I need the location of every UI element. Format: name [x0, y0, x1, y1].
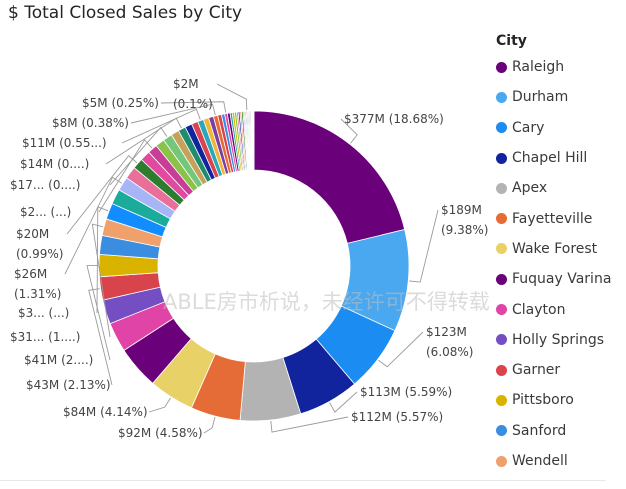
leader-line — [160, 101, 227, 113]
legend: City Raleigh Durham Cary Chapel Hill Apex Fay… — [496, 30, 622, 476]
legend-dot-icon — [496, 364, 507, 376]
data-label: $377M (18.68%) — [344, 112, 444, 126]
donut-slice[interactable] — [253, 110, 406, 244]
legend-item[interactable]: Garner — [496, 355, 622, 385]
legend-item[interactable]: Fuquay Varina — [496, 264, 622, 294]
divider — [0, 480, 606, 481]
legend-item[interactable]: Apex — [496, 173, 622, 203]
legend-title: City — [496, 33, 527, 49]
donut-slice[interactable] — [253, 110, 255, 171]
legend-item[interactable]: Chapel Hill — [496, 143, 622, 173]
leader-line — [329, 391, 358, 413]
leader-line — [203, 416, 216, 434]
data-label: $43M (2.13%) — [26, 378, 111, 392]
legend-label: Holly Springs — [512, 331, 605, 348]
legend-dot-icon — [496, 425, 507, 437]
data-label: $189M (9.38%) — [441, 203, 488, 237]
legend-dot-icon — [496, 304, 507, 316]
data-label: $41M (2....) — [24, 353, 93, 367]
leader-line — [121, 108, 201, 144]
leader-line — [148, 397, 171, 413]
legend-dot-icon — [496, 152, 507, 164]
legend-dot-icon — [496, 182, 507, 194]
leader-line — [378, 331, 424, 368]
data-label: $3... (...) — [18, 306, 69, 320]
legend-item[interactable]: Cary — [496, 113, 622, 143]
data-label: $2... (...) — [20, 205, 71, 219]
leader-line — [409, 209, 439, 283]
data-label: $113M (5.59%) — [360, 385, 452, 399]
leader-line — [109, 126, 168, 186]
leader-line — [86, 265, 111, 361]
legend-label: Wendell — [512, 453, 568, 469]
leader-line — [91, 223, 111, 338]
legend-label: Raleigh — [512, 59, 565, 76]
legend-dot-icon — [496, 394, 507, 406]
leader-line — [340, 118, 358, 144]
legend-dot-icon — [496, 61, 507, 73]
data-label: $5M (0.25%) — [82, 96, 159, 110]
legend-label: Wake Forest — [512, 240, 598, 257]
legend-item[interactable]: Wendell — [496, 446, 622, 476]
legend-item[interactable]: Pittsboro — [496, 385, 622, 415]
data-label: $14M (0....) — [20, 157, 89, 171]
legend-dot-icon — [496, 213, 507, 225]
leader-line — [270, 416, 349, 433]
legend-label: Clayton — [512, 301, 566, 318]
legend-label: Cary — [512, 119, 545, 136]
legend-dot-icon — [496, 334, 507, 346]
legend-label: Fuquay Varina — [512, 271, 612, 288]
data-label: $26M (1.31%) — [14, 267, 61, 301]
leader-line — [98, 139, 153, 213]
legend-item[interactable]: Fayetteville — [496, 203, 622, 233]
legend-label: Garner — [512, 362, 561, 379]
legend-dot-icon — [496, 455, 507, 467]
legend-label: Chapel Hill — [512, 150, 588, 167]
data-label: $11M (0.55...) — [22, 136, 107, 150]
leader-line — [216, 83, 248, 111]
legend-item[interactable]: Clayton — [496, 294, 622, 324]
leader-line — [88, 288, 113, 386]
legend-item[interactable]: Raleigh — [496, 52, 622, 82]
data-label: $112M (5.57%) — [351, 410, 443, 424]
data-label: $20M (0.99%) — [16, 227, 63, 261]
legend-label: Apex — [512, 180, 548, 197]
legend-item[interactable]: Durham — [496, 82, 622, 112]
leader-line — [130, 103, 216, 124]
legend-item[interactable]: Sanford — [496, 416, 622, 446]
data-label: $31... (1....) — [10, 330, 80, 344]
data-label: $2M (0.1%) — [173, 77, 213, 111]
leader-line — [66, 154, 138, 235]
legend-dot-icon — [496, 122, 507, 134]
data-label: $17... (0....) — [10, 178, 80, 192]
donut-chart[interactable]: $377M (18.68%) $189M (9.38%) $123M (6.08%) $1… — [0, 0, 496, 480]
legend-label: Sanford — [512, 422, 567, 439]
legend-label: Durham — [512, 89, 569, 106]
data-label: $92M (4.58%) — [118, 426, 203, 440]
data-label: $84M (4.14%) — [63, 405, 148, 419]
legend-dot-icon — [496, 243, 507, 255]
chart-title: $ Total Closed Sales by City — [8, 3, 243, 23]
legend-dot-icon — [496, 273, 507, 285]
data-label: $8M (0.38%) — [52, 116, 129, 130]
data-label: $123M (6.08%) — [426, 325, 473, 359]
legend-item[interactable]: Holly Springs — [496, 325, 622, 355]
legend-label: Fayetteville — [512, 210, 593, 227]
legend-item[interactable]: Wake Forest — [496, 234, 622, 264]
legend-label: Pittsboro — [512, 392, 574, 409]
legend-dot-icon — [496, 91, 507, 103]
